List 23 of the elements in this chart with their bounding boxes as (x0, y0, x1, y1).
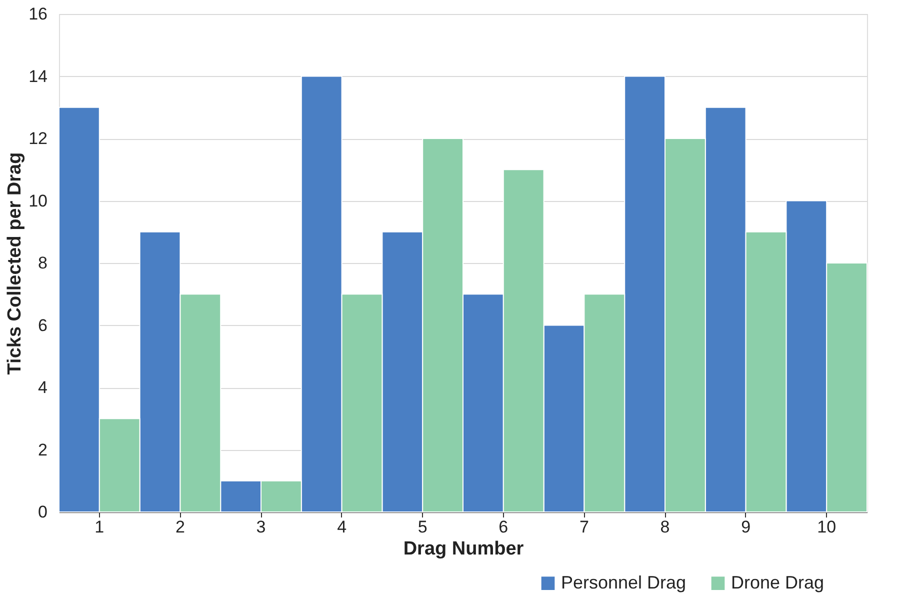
y-tick-label: 10 (28, 191, 48, 210)
y-tick-label: 4 (38, 378, 48, 397)
y-tick-label: 12 (28, 129, 48, 148)
y-axis-title: Ticks Collected per Drag (4, 152, 26, 375)
y-tick-label: 16 (28, 4, 48, 24)
x-tick-label: 4 (337, 518, 347, 536)
x-tick-label: 5 (418, 518, 428, 536)
legend-label: Drone Drag (731, 572, 824, 592)
x-tick-label: 3 (256, 518, 266, 536)
x-tick-label: 9 (741, 518, 751, 536)
x-tick-label: 2 (175, 518, 185, 536)
y-tick-label: 14 (28, 66, 48, 86)
x-tick-label: 1 (94, 518, 104, 536)
y-tick-label: 8 (38, 254, 48, 272)
x-tick-label: 7 (579, 518, 589, 536)
x-tick-label: 10 (817, 518, 836, 536)
y-tick-label: 2 (38, 440, 48, 460)
x-axis-title: Drag Number (403, 538, 524, 560)
legend-label: Personnel Drag (561, 572, 686, 592)
y-tick-label: 0 (38, 502, 48, 522)
x-tick-label: 8 (660, 518, 670, 536)
y-tick-label: 6 (38, 316, 48, 335)
x-tick-label: 6 (498, 518, 508, 536)
